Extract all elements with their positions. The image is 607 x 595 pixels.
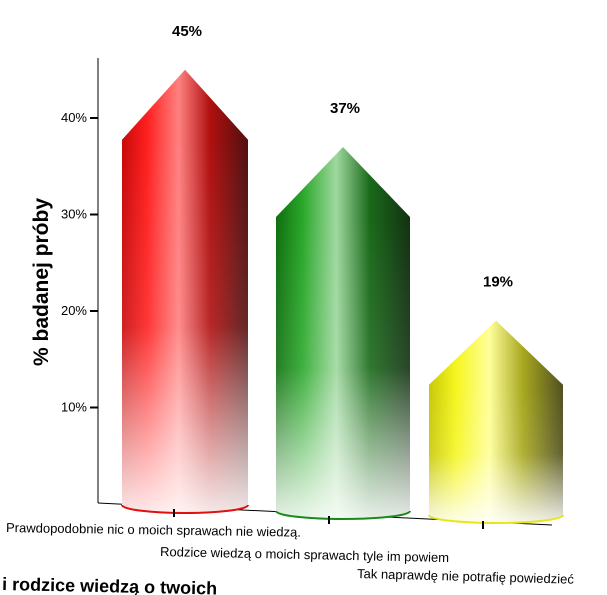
bars: 45% 37% 19% [121, 23, 564, 524]
caption-text: i rodzice wiedzą o twoich [2, 574, 217, 595]
bar-3: 19% [428, 274, 564, 524]
y-tick-label: 30% [61, 207, 87, 222]
data-label: 45% [172, 23, 202, 40]
y-axis-label: % badanej próby [30, 198, 53, 366]
bar-base-rim [275, 510, 411, 520]
bar-base-rim [121, 504, 249, 514]
y-ticks: 10% 20% 30% 40% [61, 110, 98, 415]
bar-cone [276, 146, 410, 225]
bar-base-rim [428, 514, 564, 524]
data-label: 19% [483, 274, 513, 291]
bar-2: 37% [275, 100, 411, 520]
bar-body-highlight [276, 216, 410, 519]
bar-cone [122, 69, 248, 148]
x-category-label: Rodzice wiedzą o moich sprawach tyle im … [160, 544, 449, 565]
y-tick-label: 40% [61, 110, 87, 125]
y-tick-label: 10% [61, 400, 87, 415]
bar-1: 45% [121, 23, 249, 514]
bar-body-highlight [122, 139, 248, 513]
x-category-label: Tak naprawdę nie potrafię powiedzieć [357, 566, 575, 587]
bar-body-highlight [429, 384, 563, 523]
x-ticks: Prawdopodobnie nic o moich sprawach nie … [6, 509, 575, 587]
x-category-label: Prawdopodobnie nic o moich sprawach nie … [6, 520, 301, 540]
y-tick-label: 20% [61, 303, 87, 318]
data-label: 37% [330, 100, 360, 117]
bar-cone [429, 320, 563, 393]
